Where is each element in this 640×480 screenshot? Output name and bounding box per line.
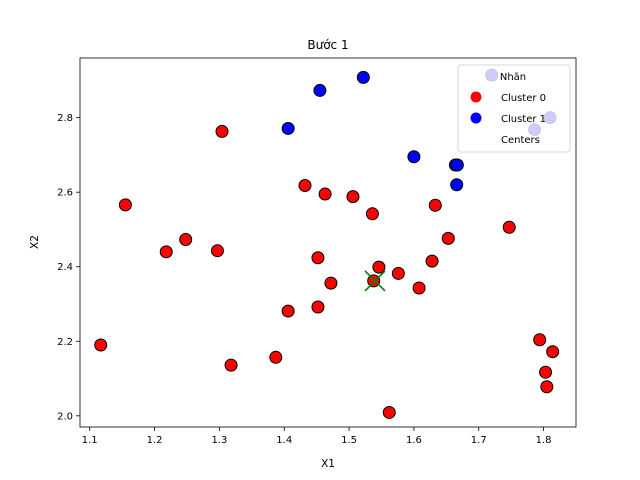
x-tick-label: 1.1 [82, 435, 98, 446]
chart-title: Bước 1 [307, 38, 348, 52]
cluster-0-point [298, 178, 312, 192]
cluster-0-point [118, 198, 132, 212]
cluster-1-point [450, 178, 464, 192]
y-axis-ticks: 2.0 2.2 2.4 2.6 2.8 [57, 113, 80, 422]
y-tick-label: 2.8 [57, 113, 73, 124]
legend: Nhãn Cluster 0 Cluster 1 Centers [457, 64, 571, 153]
y-tick-label: 2.6 [57, 188, 73, 199]
cluster-0-point [311, 300, 325, 314]
cluster-0-point [311, 251, 325, 265]
legend-label-centers: Centers [501, 135, 540, 146]
x-tick-label: 1.5 [341, 435, 357, 446]
cluster-0-point [546, 345, 560, 359]
cluster-0-point [324, 276, 338, 290]
cluster-0-point [540, 380, 554, 394]
cluster-0-point [346, 190, 360, 204]
cluster-0-point [502, 220, 516, 234]
cluster-0-point [318, 187, 332, 201]
cluster-1-point [407, 150, 421, 164]
y-axis-label: X2 [29, 235, 41, 249]
x-axis-label: X1 [321, 458, 335, 470]
y-tick-label: 2.2 [57, 337, 73, 348]
cluster-0-point [412, 281, 426, 295]
cluster-1-point [356, 70, 370, 84]
cluster-0-point [382, 405, 396, 419]
x-tick-label: 1.6 [406, 435, 422, 446]
legend-label-cluster-1: Cluster 1 [501, 114, 546, 125]
cluster-0-point [372, 260, 386, 274]
cluster-0-point [533, 333, 547, 347]
cluster-0-point [365, 207, 379, 221]
cluster-0-point [441, 231, 455, 245]
cluster-1-point [450, 158, 464, 172]
cluster-0-point [391, 266, 405, 280]
legend-box [457, 64, 571, 153]
legend-marker-cluster-0 [470, 91, 482, 103]
legend-marker-cluster-1 [470, 112, 482, 124]
cluster-0-point [281, 304, 295, 318]
x-axis-ticks: 1.1 1.2 1.3 1.4 1.5 1.6 1.7 1.8 [82, 427, 552, 446]
x-tick-label: 1.4 [276, 435, 292, 446]
x-tick-label: 1.7 [471, 435, 487, 446]
cluster-1-point [281, 121, 295, 135]
cluster-0-point [428, 198, 442, 212]
y-tick-label: 2.4 [57, 262, 73, 273]
cluster-0-point [539, 365, 553, 379]
cluster-0-point [159, 245, 173, 259]
cluster-0-point [269, 350, 283, 364]
cluster-0-point [367, 274, 381, 288]
x-tick-label: 1.8 [536, 435, 552, 446]
x-tick-label: 1.2 [147, 435, 163, 446]
cluster-0-point [179, 233, 193, 247]
legend-title: Nhãn [500, 72, 526, 83]
legend-label-cluster-0: Cluster 0 [501, 93, 546, 104]
cluster-0-point [425, 254, 439, 268]
center-marker [364, 270, 386, 292]
cluster-0-point [215, 124, 229, 138]
cluster-1-point [313, 83, 327, 97]
cluster-0-point [210, 244, 224, 258]
y-tick-label: 2.0 [57, 411, 73, 422]
cluster-0-point [224, 358, 238, 372]
cluster-0-point [94, 338, 108, 352]
x-tick-label: 1.3 [211, 435, 227, 446]
